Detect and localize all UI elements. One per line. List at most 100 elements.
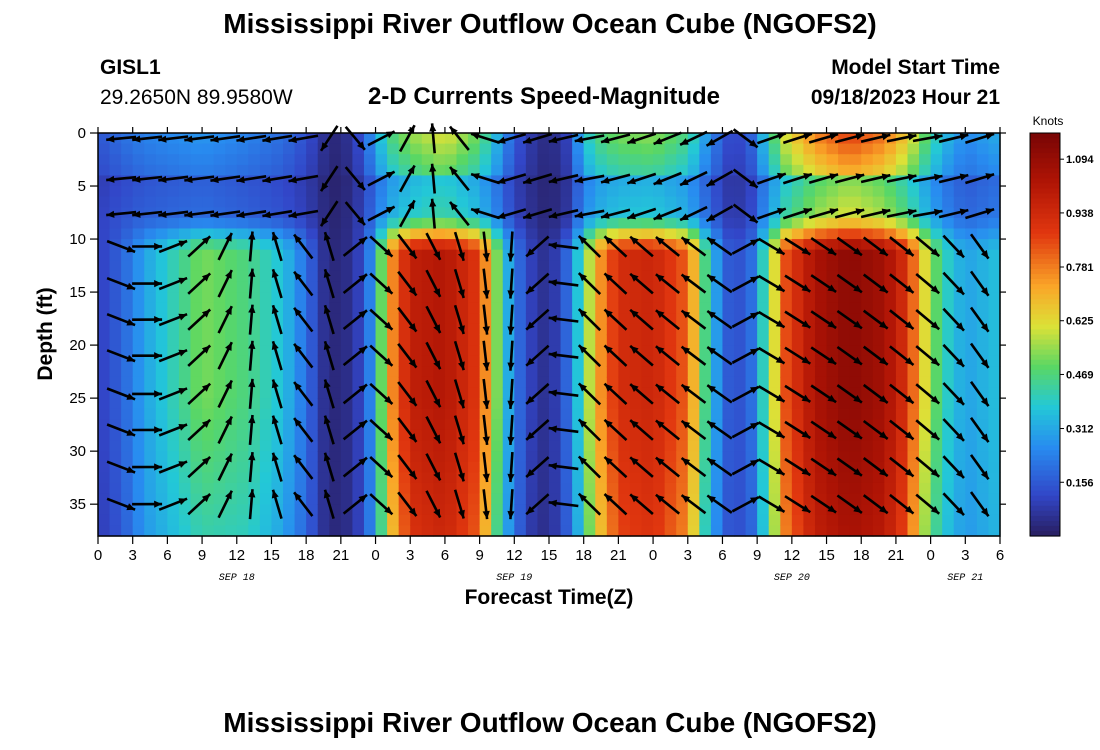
heatmap-cell <box>306 270 319 283</box>
heatmap-cell <box>676 482 689 495</box>
heatmap-cell <box>167 323 180 336</box>
heatmap-cell <box>849 472 862 484</box>
heatmap-cell <box>930 451 943 463</box>
heatmap-cell <box>653 355 666 367</box>
heatmap-cell <box>849 186 862 198</box>
heatmap-cell <box>572 207 585 219</box>
heatmap-cell <box>525 398 539 410</box>
heatmap-cell <box>953 154 966 166</box>
heatmap-cell <box>421 196 434 208</box>
x-tick-label: 21 <box>888 547 905 564</box>
heatmap-cell <box>734 313 747 325</box>
heatmap-cell <box>872 398 885 410</box>
heatmap-cell <box>884 355 897 367</box>
heatmap-cell <box>560 482 573 495</box>
heatmap-cell <box>710 398 724 410</box>
heatmap-cell <box>190 323 203 336</box>
heatmap-cell <box>953 345 966 357</box>
heatmap-cell <box>502 281 515 293</box>
heatmap-cell <box>549 504 562 516</box>
heatmap-cell <box>988 270 1001 283</box>
heatmap-cell <box>699 186 712 198</box>
x-tick-label: 0 <box>926 547 934 564</box>
colorbar-segment <box>1030 143 1060 149</box>
current-arrow <box>889 309 915 331</box>
heatmap-cell <box>872 514 885 526</box>
heatmap-cell <box>248 387 261 399</box>
heatmap-cell <box>814 451 828 463</box>
heatmap-cell <box>618 408 631 420</box>
heatmap-cell <box>213 175 226 187</box>
heatmap-cell <box>387 164 400 177</box>
heatmap-cell <box>780 313 793 325</box>
heatmap-cell <box>826 196 839 208</box>
heatmap-cell <box>606 207 619 219</box>
heatmap-cell <box>248 196 261 208</box>
heatmap-cell <box>699 228 712 240</box>
heatmap-cell <box>132 419 145 431</box>
heatmap-cell <box>676 408 689 420</box>
heatmap-cell <box>502 164 515 177</box>
heatmap-cell <box>294 334 307 346</box>
heatmap-cell <box>791 408 805 420</box>
current-arrow <box>397 491 418 517</box>
current-arrow <box>836 236 863 257</box>
heatmap-cell <box>988 164 1001 177</box>
heatmap-cell <box>283 186 296 198</box>
heatmap-cell <box>294 398 307 410</box>
current-arrow <box>969 233 990 260</box>
heatmap-cell <box>306 387 319 399</box>
heatmap-cell <box>155 398 168 410</box>
heatmap-cell <box>849 154 862 166</box>
current-arrow <box>577 418 602 442</box>
current-arrow <box>653 131 682 146</box>
heatmap-cell <box>410 270 423 283</box>
heatmap-cell <box>225 143 238 155</box>
heatmap-cell <box>942 514 955 526</box>
heatmap-cell <box>387 482 400 495</box>
heatmap-cell <box>919 164 932 177</box>
heatmap-cell <box>895 376 909 389</box>
heatmap-cell <box>190 239 203 251</box>
heatmap-cell <box>109 260 122 272</box>
heatmap-cell <box>942 260 955 272</box>
heatmap-cell <box>664 313 677 325</box>
heatmap-cell <box>213 376 226 389</box>
heatmap-cell <box>849 217 862 230</box>
heatmap-cell <box>329 398 342 410</box>
heatmap-cell <box>410 482 423 495</box>
current-arrow <box>603 308 628 331</box>
heatmap-cell <box>803 345 816 357</box>
heatmap-cell <box>676 355 689 367</box>
current-arrow <box>706 420 733 440</box>
heatmap-cell <box>98 186 111 198</box>
heatmap-cell <box>317 514 330 526</box>
current-arrow <box>836 273 863 294</box>
heatmap-cell <box>676 472 689 484</box>
heatmap-cell <box>132 408 145 420</box>
heatmap-cell <box>375 514 388 526</box>
heatmap-cell <box>259 228 273 240</box>
heatmap-cell <box>745 186 758 198</box>
current-arrow <box>706 494 733 514</box>
heatmap-cell <box>676 429 689 442</box>
heatmap-cell <box>803 323 816 336</box>
heatmap-cell <box>468 154 481 166</box>
heatmap-cell <box>884 334 897 346</box>
heatmap-cell <box>433 228 446 240</box>
current-arrow <box>397 233 418 260</box>
heatmap-cell <box>780 164 793 177</box>
heatmap-cell <box>398 408 411 420</box>
heatmap-cell <box>444 345 458 357</box>
heatmap-cell <box>468 440 481 452</box>
heatmap-cell <box>248 493 261 505</box>
current-arrow <box>271 379 283 409</box>
heatmap-cell <box>98 472 111 484</box>
heatmap-cell <box>456 376 469 389</box>
heatmap-cell <box>757 334 770 346</box>
heatmap-cell <box>942 313 955 325</box>
heatmap-cell <box>988 239 1001 251</box>
current-arrow <box>132 463 163 471</box>
heatmap-cell <box>745 154 758 166</box>
heatmap-cell <box>595 260 608 272</box>
